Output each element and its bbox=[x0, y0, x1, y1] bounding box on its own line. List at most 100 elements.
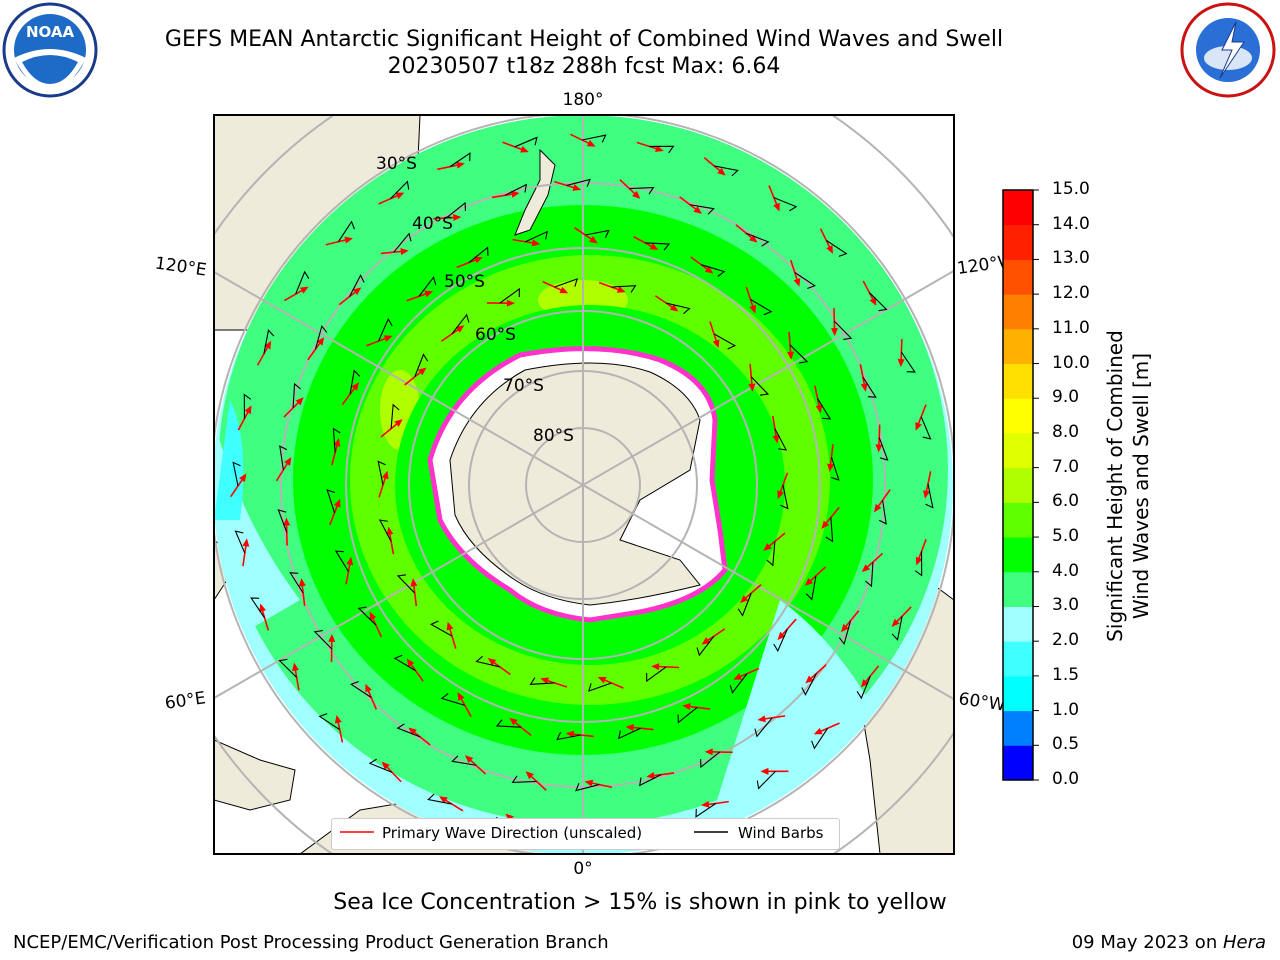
wind-barb bbox=[314, 324, 328, 350]
colorbar-tick-label: 12.0 bbox=[1052, 283, 1090, 304]
wind-barb bbox=[891, 616, 903, 641]
wind-barb bbox=[418, 276, 437, 297]
wind-barb bbox=[629, 186, 655, 195]
wave-direction-arrowhead bbox=[352, 287, 362, 296]
lat-label-30: 30°S bbox=[376, 154, 417, 174]
wave-direction-arrowhead bbox=[333, 438, 341, 447]
wind-barb bbox=[585, 229, 610, 238]
wind-barb bbox=[862, 376, 877, 398]
wind-barb bbox=[495, 719, 521, 728]
wind-barb bbox=[766, 541, 776, 567]
wave-direction-arrowhead bbox=[584, 779, 594, 787]
wind-barb bbox=[794, 272, 816, 290]
wave-direction-arrowhead bbox=[915, 556, 923, 566]
wave-direction-arrowhead bbox=[334, 714, 342, 724]
wind-barb bbox=[429, 620, 453, 637]
wave-direction-arrowhead bbox=[873, 503, 882, 513]
lon-label-0: 0° bbox=[573, 859, 592, 879]
wind-barb bbox=[805, 575, 817, 601]
wave-direction-arrowhead bbox=[284, 457, 292, 466]
wind-barb bbox=[801, 673, 817, 696]
lon-label-180: 180° bbox=[563, 90, 604, 110]
wave-direction-arrowhead bbox=[298, 578, 306, 587]
wave-direction-arrowhead bbox=[777, 490, 784, 500]
colorbar-segment bbox=[1003, 467, 1033, 503]
wave-direction-arrowhead bbox=[520, 146, 529, 153]
lat-label-50: 50°S bbox=[444, 272, 485, 292]
colorbar-segment bbox=[1003, 398, 1033, 434]
wind-barb bbox=[250, 597, 266, 619]
wind-barb bbox=[289, 572, 304, 594]
nws-logo bbox=[1180, 2, 1276, 98]
wave-direction-arrowhead bbox=[400, 248, 409, 255]
wind-barb bbox=[825, 517, 834, 543]
wind-barb bbox=[900, 351, 916, 373]
wave-direction-arrowhead bbox=[559, 286, 569, 294]
colorbar-tick-label: 9.0 bbox=[1052, 387, 1080, 408]
wave-direction-arrowhead bbox=[424, 290, 434, 298]
wind-barb bbox=[378, 519, 392, 542]
colorbar-frame bbox=[1002, 189, 1034, 781]
wind-barb bbox=[393, 654, 416, 672]
wave-direction-arrowhead bbox=[369, 611, 377, 621]
wind-barb bbox=[357, 606, 377, 626]
wave-direction-legend-label: Primary Wave Direction (unscaled) bbox=[382, 824, 643, 842]
wind-barb bbox=[649, 145, 675, 154]
wave-direction-arrowhead bbox=[395, 192, 405, 200]
wave-direction-arrowhead bbox=[511, 190, 520, 198]
chart-subtitle: 20230507 t18z 288h fcst Max: 6.64 bbox=[387, 54, 781, 79]
wind-barb bbox=[868, 292, 888, 312]
wind-barb bbox=[377, 460, 386, 486]
wave-direction-arrowhead bbox=[841, 623, 849, 633]
wind-barb bbox=[750, 298, 773, 316]
wind-barb bbox=[811, 727, 829, 750]
wind-barb bbox=[451, 755, 477, 766]
wind-barb bbox=[292, 382, 302, 408]
antarctica bbox=[427, 346, 728, 623]
wave-direction-arrowhead bbox=[381, 761, 390, 770]
colorbar-title-line2: Wind Waves and Swell [m] bbox=[1129, 352, 1153, 620]
wind-barb bbox=[714, 165, 739, 177]
wave-direction-arrowhead bbox=[897, 358, 905, 368]
wave-direction-arrowhead bbox=[487, 658, 497, 666]
colorbar-segment bbox=[1003, 259, 1033, 295]
wave-direction-arrowhead bbox=[717, 167, 726, 176]
wave-direction-arrowhead bbox=[381, 470, 389, 480]
colorbar-tick-label: 2.0 bbox=[1052, 630, 1080, 651]
wind-barb bbox=[449, 152, 471, 168]
colorbar-segment bbox=[1003, 537, 1033, 573]
wind-barb bbox=[756, 770, 776, 790]
wind-barb bbox=[774, 428, 788, 451]
wave-direction-arrowhead bbox=[365, 683, 372, 693]
wind-barb bbox=[440, 693, 465, 706]
wave-direction-arrowhead bbox=[453, 214, 462, 222]
footer-date: 09 May 2023 on Hera bbox=[1072, 932, 1266, 953]
noaa-logo-text: NOAA bbox=[26, 23, 75, 41]
wave-direction-arrowhead bbox=[597, 676, 607, 684]
wind-barb bbox=[914, 551, 923, 577]
wave-direction-arrowhead bbox=[333, 498, 341, 508]
colorbar-segment bbox=[1003, 675, 1033, 712]
colorbar-segment bbox=[1003, 294, 1033, 330]
wave-direction-arrowhead bbox=[760, 767, 769, 775]
wind-barb bbox=[396, 574, 416, 594]
wave-direction-arrowhead bbox=[831, 328, 839, 337]
wind-barb bbox=[789, 344, 809, 364]
wind-barb bbox=[390, 180, 410, 200]
colorbar-tick-label: 6.0 bbox=[1052, 491, 1080, 512]
wave-direction-arrowhead bbox=[540, 677, 549, 685]
wave-direction-arrows bbox=[230, 133, 932, 837]
wind-barb bbox=[773, 628, 788, 653]
wind-barb bbox=[350, 680, 372, 698]
wind-barb bbox=[581, 134, 607, 143]
lon-label-120e: 120°E bbox=[154, 254, 208, 281]
wind-barb bbox=[499, 287, 520, 304]
wave-direction-arrowhead bbox=[646, 772, 655, 780]
wave-direction-arrowhead bbox=[763, 543, 772, 551]
wind-barb bbox=[838, 620, 852, 646]
lat-label-60: 60°S bbox=[475, 325, 516, 345]
colorbar-tick-label: 5.0 bbox=[1052, 526, 1080, 547]
wave-direction-arrowhead bbox=[505, 813, 514, 822]
wave-direction-arrowhead bbox=[749, 234, 758, 243]
